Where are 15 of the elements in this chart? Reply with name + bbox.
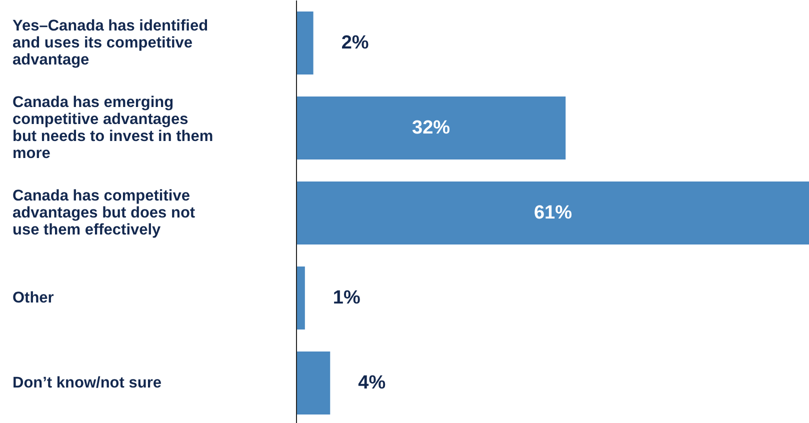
data-label: 32% [412,118,450,138]
bar [296,182,809,244]
data-label: 2% [341,32,369,54]
bar [296,96,566,160]
y-tick-label: Don’t know/not sure [12,374,162,392]
data-label: 4% [358,372,386,394]
bar [296,352,330,414]
y-tick-label: Canada has emerging competitive advantages but needs to invest in them more [12,94,214,162]
y-tick-label: Canada has competitive advantages but does not use them effectively [12,188,196,238]
y-tick-label: Yes–Canada has identified and uses its competitive advantage [12,18,208,68]
bar [296,266,305,330]
y-tick-label: Other [12,290,54,306]
data-label: 1% [332,288,360,308]
bar [296,12,314,74]
data-label: 61% [534,202,572,224]
